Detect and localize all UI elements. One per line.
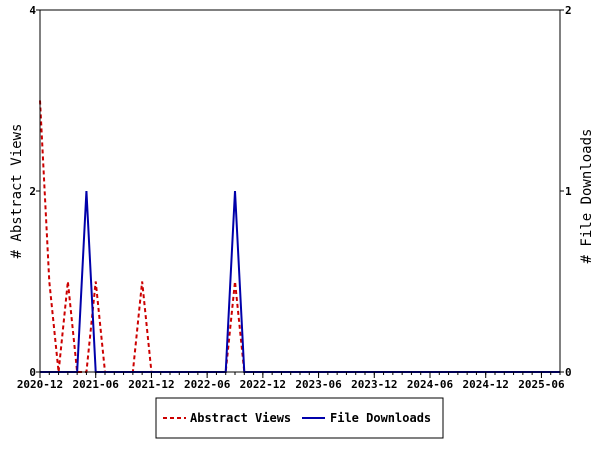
x-tick-label: 2023-12 [351,378,397,391]
plot-area [39,100,561,373]
legend-box [155,397,444,439]
x-tick-label: 2021-06 [73,378,120,391]
x-tick-label: 2023-06 [295,378,342,391]
x-tick-label: 2024-06 [407,378,454,391]
legend-label-file-downloads: File Downloads [330,411,431,425]
series-line-abstract-views [39,100,560,373]
x-tick-label: 2024-12 [463,378,509,391]
y-right-tick-label: 1 [565,185,572,198]
y-axis-left-title: # Abstract Views [9,124,25,259]
y-left-tick-label: 4 [29,4,36,17]
y-right-tick-label: 0 [565,366,572,379]
plot-frame [39,9,561,373]
legend-label-abstract-views: Abstract Views [190,411,291,425]
axes: 2020-12 2021-06 2021-12 2022-06 2022-12 2023-… [17,4,572,391]
x-tick-label: 2020-12 [17,378,63,391]
x-tick-label: 2021-12 [128,378,174,391]
x-tick-label: 2022-12 [240,378,286,391]
x-tick-label: 2025-06 [518,378,565,391]
y-axis-right-title: # File Downloads [579,129,595,264]
y-left-tick-label: 2 [29,185,36,198]
y-left-tick-label: 0 [29,366,36,379]
x-tick-label: 2022-06 [184,378,231,391]
series-line-file-downloads [40,190,560,373]
legend: Abstract Views File Downloads [155,397,444,439]
y-right-tick-label: 2 [565,4,572,17]
